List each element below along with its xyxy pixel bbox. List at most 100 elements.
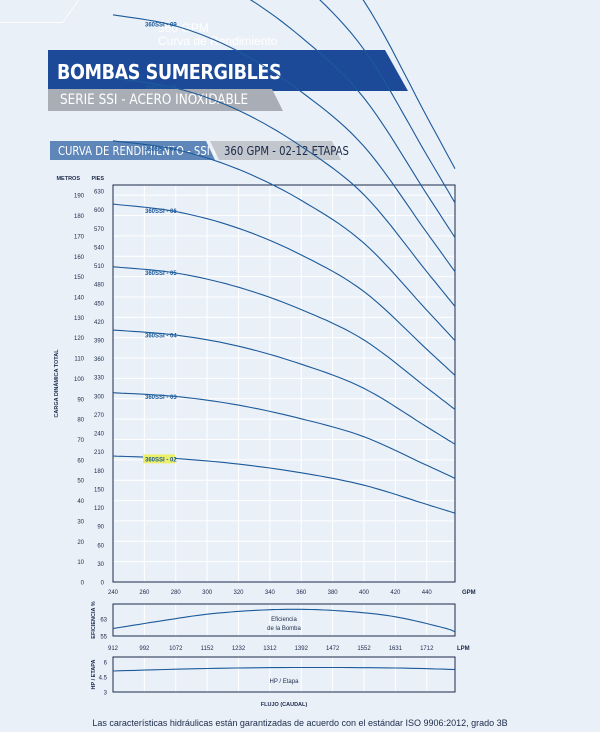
hp-plot-border bbox=[112, 656, 456, 693]
efficiency-annotation-1: Eficiencia bbox=[271, 617, 297, 623]
page-title: BOMBAS SUMERGIBLES bbox=[57, 60, 282, 84]
y-tick-pies: 300 bbox=[94, 394, 105, 400]
y-axis-label: CARGA DINÁMICA TOTAL bbox=[53, 349, 60, 418]
x-tick-lpm: 1712 bbox=[420, 646, 434, 652]
y-tick-pies: 390 bbox=[94, 338, 105, 344]
x-tick-gpm: 320 bbox=[233, 590, 244, 596]
y-tick-pies: 0 bbox=[101, 581, 105, 587]
x-unit-lpm: LPM bbox=[457, 646, 470, 652]
y-tick-pies: 330 bbox=[94, 376, 105, 382]
y-tick-pies: 30 bbox=[97, 562, 104, 568]
y-tick-pies: 270 bbox=[94, 413, 105, 419]
y-tick-metros: 60 bbox=[77, 458, 84, 464]
series-label: 360SSI - 05 bbox=[145, 271, 177, 277]
series-line-6 bbox=[112, 203, 456, 376]
y-tick-metros: 170 bbox=[74, 234, 85, 240]
y-tick-metros: 10 bbox=[77, 560, 84, 566]
efficiency-y-tick: 63 bbox=[100, 617, 107, 623]
x-tick-gpm: 280 bbox=[171, 590, 182, 596]
series-label: 360SSI - 09 bbox=[145, 23, 177, 29]
hp-y-label: HP / ETAPA bbox=[91, 659, 97, 689]
y-tick-metros: 140 bbox=[74, 295, 85, 301]
hp-line bbox=[112, 666, 456, 672]
title-banner bbox=[48, 50, 408, 91]
y-tick-pies: 240 bbox=[94, 432, 105, 438]
head-plot-border bbox=[112, 184, 456, 583]
top-band bbox=[0, 0, 600, 50]
y-tick-pies: 360 bbox=[94, 357, 105, 363]
series-line-2 bbox=[112, 455, 456, 514]
curve-label-tab bbox=[50, 141, 215, 160]
y-tick-pies: 480 bbox=[94, 283, 105, 289]
y-tick-metros: 100 bbox=[74, 377, 85, 383]
y-tick-metros: 90 bbox=[77, 397, 84, 403]
x-tick-lpm: 1392 bbox=[295, 646, 309, 652]
y-tick-pies: 120 bbox=[94, 506, 105, 512]
x-tick-lpm: 1152 bbox=[201, 646, 215, 652]
x-tick-gpm: 380 bbox=[328, 590, 339, 596]
y-tick-pies: 180 bbox=[94, 469, 105, 475]
x-tick-gpm: 340 bbox=[265, 590, 276, 596]
x-axis-label: FLUJO (CAUDAL) bbox=[261, 702, 308, 708]
y-tick-pies: 510 bbox=[94, 264, 105, 270]
hp-annotation: HP / Etapa bbox=[270, 679, 300, 685]
y-tick-metros: 70 bbox=[77, 438, 84, 444]
x-tick-gpm: 300 bbox=[202, 590, 213, 596]
y-tick-metros: 120 bbox=[74, 336, 85, 342]
y-tick-metros: 180 bbox=[74, 214, 85, 220]
x-tick-gpm: 360 bbox=[296, 590, 307, 596]
curve-range-label: 360 GPM - 02-12 ETAPAS bbox=[224, 144, 349, 158]
x-tick-lpm: 1072 bbox=[169, 646, 183, 652]
series-label: 360SSI - 04 bbox=[145, 333, 177, 339]
y-tick-metros: 20 bbox=[77, 540, 84, 546]
efficiency-annotation-2: de la Bomba bbox=[267, 626, 301, 632]
y-tick-pies: 150 bbox=[94, 487, 105, 493]
curve-range-tab bbox=[210, 141, 341, 160]
y-tick-pies: 90 bbox=[97, 525, 104, 531]
y-tick-pies: 570 bbox=[94, 227, 105, 233]
y-tick-pies: 540 bbox=[94, 245, 105, 251]
y-tick-metros: 30 bbox=[77, 519, 84, 525]
series-line-4 bbox=[112, 329, 456, 445]
series-line-8 bbox=[112, 77, 456, 307]
x-tick-gpm: 240 bbox=[108, 590, 119, 596]
y-tick-pies: 210 bbox=[94, 450, 105, 456]
series-highlight bbox=[143, 454, 175, 464]
x-tick-lpm: 1631 bbox=[389, 646, 403, 652]
series-label: 360SSI - 08 bbox=[145, 85, 177, 91]
curve-label: CURVA DE RENDIMIENTO - SSI 6" bbox=[58, 144, 224, 158]
y-tick-metros: 80 bbox=[77, 418, 84, 424]
y-unit-pies: PIES bbox=[91, 176, 104, 182]
x-tick-gpm: 260 bbox=[139, 590, 150, 596]
hp-plot-frame bbox=[112, 656, 456, 693]
y-tick-pies: 60 bbox=[97, 543, 104, 549]
series-label: 360SSI - 03 bbox=[145, 395, 177, 401]
y-tick-metros: 150 bbox=[74, 275, 85, 281]
y-tick-metros: 190 bbox=[74, 194, 85, 200]
x-tick-lpm: 1552 bbox=[357, 646, 371, 652]
x-tick-gpm: 400 bbox=[359, 590, 370, 596]
y-tick-pies: 450 bbox=[94, 301, 105, 307]
y-tick-metros: 110 bbox=[74, 357, 84, 363]
y-tick-metros: 0 bbox=[81, 581, 85, 587]
series-label: 360SSI - 06 bbox=[145, 209, 177, 215]
hp-y-tick: 4.5 bbox=[99, 676, 108, 682]
series-label: 360SSI - 02 bbox=[145, 457, 177, 463]
hp-y-tick: 6 bbox=[104, 661, 108, 667]
series-label: 360SSI - 07 bbox=[145, 147, 177, 153]
series-line-5 bbox=[112, 266, 456, 410]
x-tick-lpm: 1312 bbox=[263, 646, 277, 652]
x-unit-gpm: GPM bbox=[462, 590, 476, 596]
series-line-7 bbox=[112, 140, 456, 341]
y-tick-pies: 630 bbox=[94, 190, 105, 196]
head-plot-frame bbox=[112, 184, 456, 583]
y-tick-metros: 40 bbox=[77, 499, 84, 505]
subtitle-banner bbox=[48, 89, 283, 111]
x-tick-lpm: 912 bbox=[108, 646, 119, 652]
y-tick-metros: 50 bbox=[77, 479, 84, 485]
x-tick-gpm: 420 bbox=[390, 590, 401, 596]
series-line-11 bbox=[319, 0, 456, 204]
series-line-3 bbox=[112, 392, 456, 479]
hp-y-tick: 3 bbox=[104, 691, 108, 697]
y-tick-pies: 420 bbox=[94, 320, 105, 326]
